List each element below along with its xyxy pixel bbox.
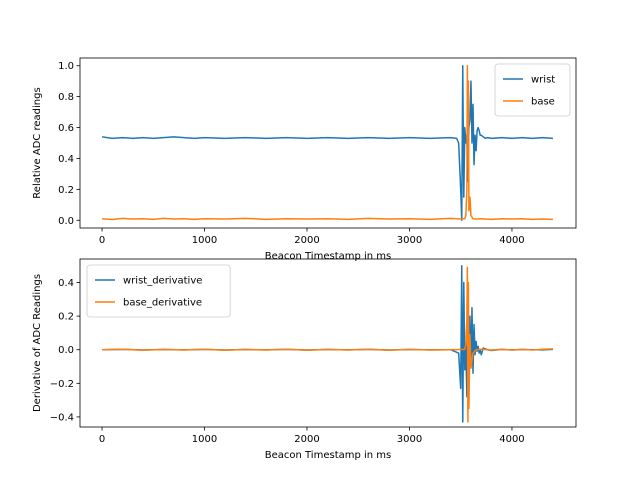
x-tick-label: 0 xyxy=(99,235,105,246)
x-axis-label: Beacon Timestamp in ms xyxy=(265,450,392,461)
y-tick-label: 0.0 xyxy=(58,216,74,227)
series-line-wrist xyxy=(101,64,553,222)
x-tick-label: 2000 xyxy=(294,434,319,445)
x-tick-label: 3000 xyxy=(397,235,422,246)
y-tick-label: 0.2 xyxy=(58,312,74,323)
x-tick-label: 4000 xyxy=(499,235,524,246)
y-tick-label: −0.4 xyxy=(50,412,74,423)
legend: wrist base xyxy=(494,63,571,117)
subplot-2: 0 1000 2000 3000 4000 −0.4 −0.2 0.0 0.2 0.4 Beacon… xyxy=(32,258,577,461)
series-line-base_derivative xyxy=(102,266,553,423)
legend-label: base xyxy=(531,97,555,108)
y-tick-label: 0.4 xyxy=(58,278,74,289)
x-axis-label: Beacon Timestamp in ms xyxy=(265,251,392,262)
x-tick-label: 4000 xyxy=(499,434,524,445)
y-tick-label: 0.2 xyxy=(58,185,74,196)
y-tick-label: 0.8 xyxy=(58,92,74,103)
legend-label: base_derivative xyxy=(123,298,202,309)
legend-label: wrist xyxy=(531,75,555,86)
x-tick-label: 1000 xyxy=(192,434,217,445)
x-tick-label: 0 xyxy=(99,434,105,445)
axes-frame xyxy=(79,258,577,428)
legend-box xyxy=(494,63,571,117)
x-tick-label: 2000 xyxy=(294,235,319,246)
y-axis-label: Derivative of ADC Readings xyxy=(32,274,43,412)
x-tick-label: 3000 xyxy=(397,434,422,445)
legend-label: wrist_derivative xyxy=(123,276,202,287)
series-line-base xyxy=(101,64,553,221)
y-tick-label: −0.2 xyxy=(50,379,74,390)
y-axis-label: Relative ADC readings xyxy=(32,87,43,198)
y-tick-label: 0.6 xyxy=(58,123,74,134)
subplot-1: 0 1000 2000 3000 4000 0.0 0.2 0.4 0.6 0.8 1.0 Beaco… xyxy=(32,57,577,262)
y-tick-label: 0.4 xyxy=(58,154,74,165)
axes-frame xyxy=(79,57,577,229)
y-tick-label: 1.0 xyxy=(58,61,74,72)
x-tick-label: 1000 xyxy=(192,235,217,246)
legend: wrist_derivative base_derivative xyxy=(86,264,231,318)
legend-box xyxy=(86,264,231,318)
y-tick-label: 0.0 xyxy=(58,345,74,356)
